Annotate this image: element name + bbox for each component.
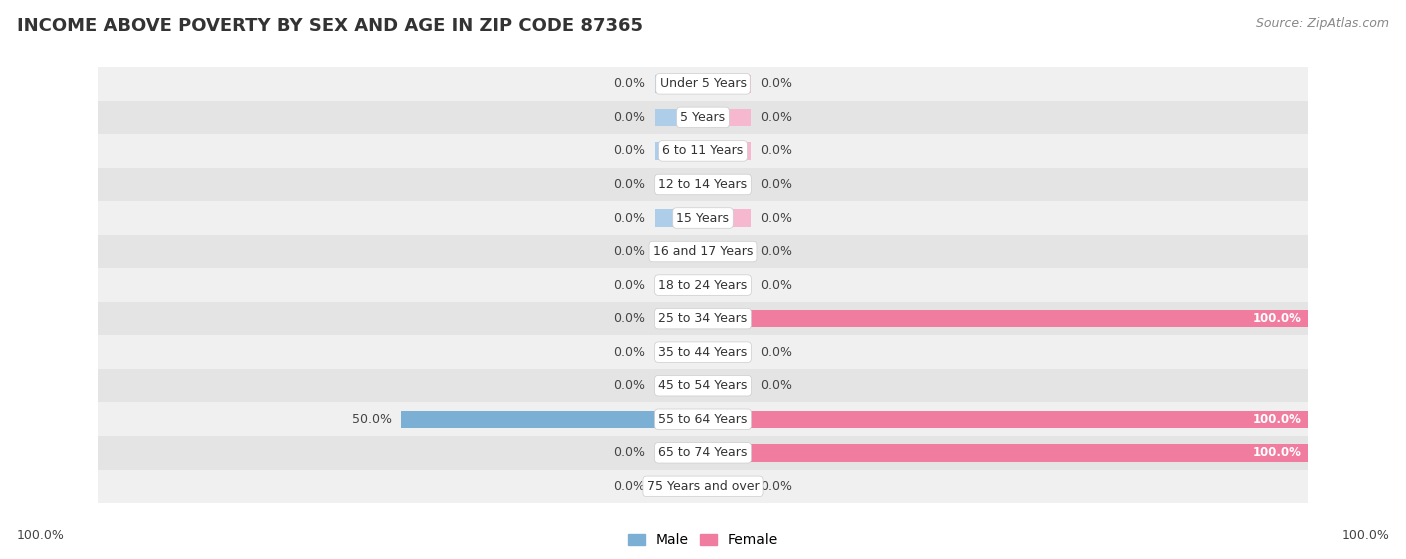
- Bar: [655, 75, 703, 93]
- Text: 0.0%: 0.0%: [613, 345, 645, 359]
- Text: 0.0%: 0.0%: [613, 77, 645, 91]
- Text: 0.0%: 0.0%: [613, 178, 645, 191]
- Bar: [98, 268, 1308, 302]
- Bar: [98, 201, 1308, 235]
- Text: 0.0%: 0.0%: [613, 379, 645, 392]
- Bar: [98, 402, 1308, 436]
- Text: INCOME ABOVE POVERTY BY SEX AND AGE IN ZIP CODE 87365: INCOME ABOVE POVERTY BY SEX AND AGE IN Z…: [17, 17, 643, 35]
- Text: 0.0%: 0.0%: [761, 144, 793, 158]
- Bar: [703, 444, 1308, 462]
- Text: Source: ZipAtlas.com: Source: ZipAtlas.com: [1256, 17, 1389, 30]
- Text: 55 to 64 Years: 55 to 64 Years: [658, 413, 748, 426]
- Text: 0.0%: 0.0%: [761, 345, 793, 359]
- Text: 0.0%: 0.0%: [613, 144, 645, 158]
- Text: 0.0%: 0.0%: [613, 211, 645, 225]
- Text: Under 5 Years: Under 5 Years: [659, 77, 747, 91]
- Text: 16 and 17 Years: 16 and 17 Years: [652, 245, 754, 258]
- Text: 45 to 54 Years: 45 to 54 Years: [658, 379, 748, 392]
- Text: 100.0%: 100.0%: [1341, 529, 1389, 542]
- Text: 12 to 14 Years: 12 to 14 Years: [658, 178, 748, 191]
- Legend: Male, Female: Male, Female: [623, 528, 783, 553]
- Text: 0.0%: 0.0%: [613, 312, 645, 325]
- Bar: [655, 276, 703, 294]
- Bar: [98, 335, 1308, 369]
- Text: 0.0%: 0.0%: [613, 446, 645, 459]
- Bar: [703, 176, 751, 193]
- Text: 18 to 24 Years: 18 to 24 Years: [658, 278, 748, 292]
- Text: 50.0%: 50.0%: [352, 413, 392, 426]
- Bar: [703, 310, 1308, 328]
- Bar: [703, 410, 1308, 428]
- Bar: [655, 444, 703, 462]
- Bar: [98, 67, 1308, 101]
- Text: 15 Years: 15 Years: [676, 211, 730, 225]
- Text: 25 to 34 Years: 25 to 34 Years: [658, 312, 748, 325]
- Text: 6 to 11 Years: 6 to 11 Years: [662, 144, 744, 158]
- Bar: [655, 176, 703, 193]
- Bar: [703, 75, 751, 93]
- Text: 0.0%: 0.0%: [761, 480, 793, 493]
- Text: 5 Years: 5 Years: [681, 111, 725, 124]
- Bar: [98, 134, 1308, 168]
- Bar: [655, 343, 703, 361]
- Bar: [703, 276, 751, 294]
- Text: 0.0%: 0.0%: [761, 379, 793, 392]
- Bar: [703, 108, 751, 126]
- Bar: [703, 142, 751, 160]
- Text: 65 to 74 Years: 65 to 74 Years: [658, 446, 748, 459]
- Bar: [703, 343, 751, 361]
- Text: 0.0%: 0.0%: [613, 245, 645, 258]
- Bar: [655, 142, 703, 160]
- Text: 0.0%: 0.0%: [613, 278, 645, 292]
- Text: 0.0%: 0.0%: [761, 245, 793, 258]
- Bar: [98, 235, 1308, 268]
- Text: 0.0%: 0.0%: [761, 178, 793, 191]
- Text: 35 to 44 Years: 35 to 44 Years: [658, 345, 748, 359]
- Text: 100.0%: 100.0%: [1253, 446, 1302, 459]
- Bar: [655, 377, 703, 395]
- Text: 0.0%: 0.0%: [761, 77, 793, 91]
- Text: 0.0%: 0.0%: [761, 278, 793, 292]
- Bar: [655, 209, 703, 227]
- Bar: [98, 470, 1308, 503]
- Bar: [703, 243, 751, 260]
- Bar: [98, 168, 1308, 201]
- Bar: [98, 101, 1308, 134]
- Bar: [98, 369, 1308, 402]
- Text: 0.0%: 0.0%: [613, 111, 645, 124]
- Bar: [655, 477, 703, 495]
- Bar: [655, 310, 703, 328]
- Bar: [655, 108, 703, 126]
- Text: 0.0%: 0.0%: [761, 111, 793, 124]
- Bar: [703, 477, 751, 495]
- Bar: [98, 436, 1308, 470]
- Text: 0.0%: 0.0%: [761, 211, 793, 225]
- Text: 100.0%: 100.0%: [17, 529, 65, 542]
- Text: 75 Years and over: 75 Years and over: [647, 480, 759, 493]
- Bar: [703, 377, 751, 395]
- Text: 0.0%: 0.0%: [613, 480, 645, 493]
- Text: 100.0%: 100.0%: [1253, 413, 1302, 426]
- Bar: [401, 410, 703, 428]
- Bar: [703, 209, 751, 227]
- Bar: [655, 243, 703, 260]
- Text: 100.0%: 100.0%: [1253, 312, 1302, 325]
- Bar: [98, 302, 1308, 335]
